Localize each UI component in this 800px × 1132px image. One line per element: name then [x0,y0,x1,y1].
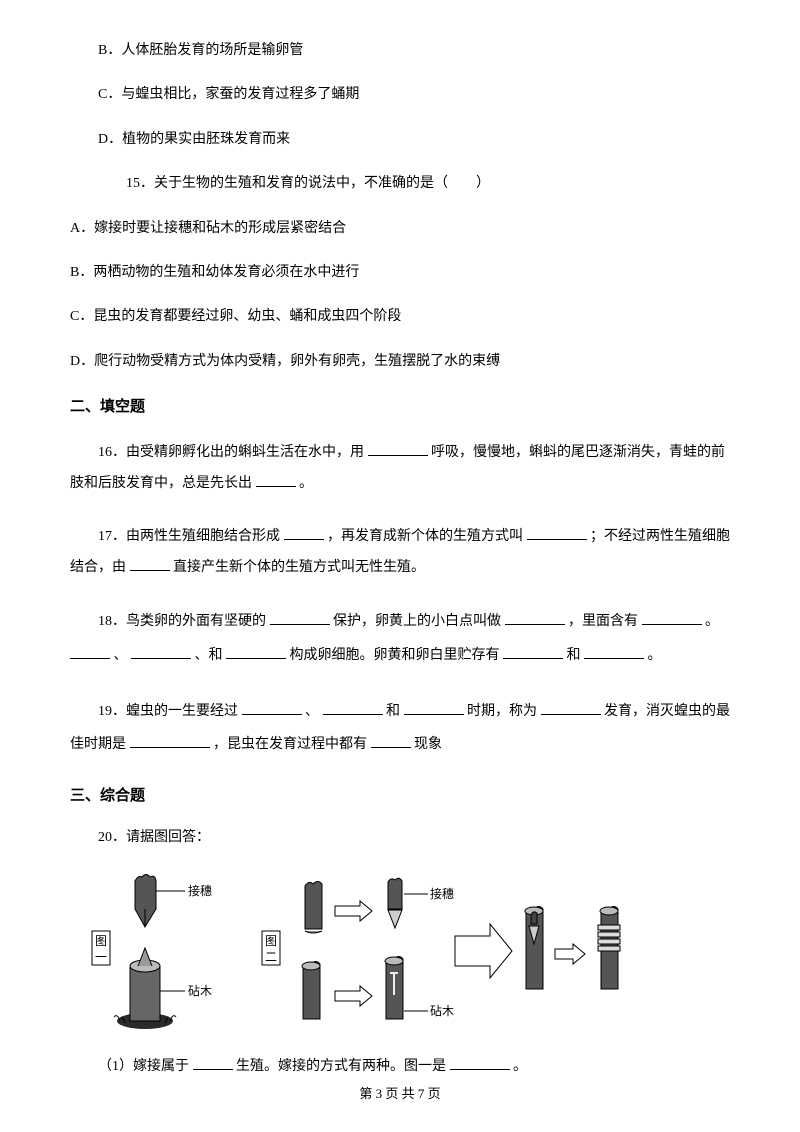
svg-text:一: 一 [95,950,107,964]
q20-sub1: （1）嫁接属于 生殖。嫁接的方式有两种。图一是 。 [70,1056,730,1078]
figure-1-svg: 图 一 接穗 砧木 [90,871,230,1031]
q16: 16．由受精卵孵化出的蝌蚪生活在水中，用 呼吸，慢慢地，蝌蚪的尾巴逐渐消失，青蛙… [70,438,730,500]
q18: 18．鸟类卵的外面有坚硬的 保护，卵黄上的小白点叫做 ，里面含有 。 、 、和 … [70,605,730,672]
blank[interactable] [270,611,330,625]
q18-d: 。 [705,614,719,629]
blank[interactable] [541,701,601,715]
q19-c: 和 [386,704,400,719]
q18-b: 保护，卵黄上的小白点叫做 [333,614,501,629]
q15-d: D．爬行动物受精方式为体内受精，卵外有卵壳，生殖摆脱了水的束缚 [70,351,730,373]
blank[interactable] [130,557,170,571]
figure-row: 图 一 接穗 砧木 [90,871,730,1031]
figure-2: 图 二 接穗 [260,871,660,1031]
q18-g: 构成卵细胞。卵黄和卵白里贮存有 [290,648,500,663]
q19-d: 时期，称为 [467,704,537,719]
blank[interactable] [70,645,110,659]
blank[interactable] [503,645,563,659]
q20-1a: （1）嫁接属于 [98,1059,189,1074]
q18-a: 18．鸟类卵的外面有坚硬的 [98,614,266,629]
blank[interactable] [284,526,324,540]
q17: 17．由两性生殖细胞结合形成 ，再发育成新个体的生殖方式叫 ；不经过两性生殖细胞… [70,522,730,584]
blank[interactable] [242,701,302,715]
q19: 19．蝗虫的一生要经过 、 和 时期，称为 发育，消灭蝗虫的最佳时期是 ，昆虫在… [70,695,730,762]
blank[interactable] [527,526,587,540]
blank[interactable] [323,701,383,715]
blank[interactable] [642,611,702,625]
blank[interactable] [226,645,286,659]
svg-text:二: 二 [265,950,277,964]
q16-a: 16．由受精卵孵化出的蝌蚪生活在水中，用 [98,445,364,460]
q18-f: 、和 [195,648,223,663]
q15-c: C．昆虫的发育都要经过卵、幼虫、蛹和成虫四个阶段 [70,306,730,328]
svg-text:砧木: 砧木 [188,984,212,998]
blank[interactable] [404,701,464,715]
blank[interactable] [450,1056,510,1070]
q16-c: 。 [299,476,313,491]
figure-2-svg: 图 二 接穗 [260,871,660,1031]
q19-g: 现象 [414,737,442,752]
q17-b: ，再发育成新个体的生殖方式叫 [327,529,523,544]
blank[interactable] [368,442,428,456]
q18-e: 、 [114,648,128,663]
q17-a: 17．由两性生殖细胞结合形成 [98,529,280,544]
q18-c: ，里面含有 [568,614,638,629]
blank[interactable] [505,611,565,625]
q18-i: 。 [648,648,662,663]
q15-a: A．嫁接时要让接穗和砧木的形成层紧密结合 [70,218,730,240]
option-b: B．人体胚胎发育的场所是输卵管 [70,40,730,62]
q20-1b: 生殖。嫁接的方式有两种。图一是 [236,1059,446,1074]
q15-b: B．两栖动物的生殖和幼体发育必须在水中进行 [70,262,730,284]
blank[interactable] [130,734,210,748]
svg-text:砧木: 砧木 [430,1004,454,1018]
svg-text:接穗: 接穗 [430,886,454,901]
q18-h: 和 [567,648,581,663]
q19-f: ，昆虫在发育过程中都有 [213,737,367,752]
q20-1c: 。 [513,1059,527,1074]
svg-text:图: 图 [265,934,277,948]
q17-d: 直接产生新个体的生殖方式叫无性生殖。 [173,560,425,575]
blank[interactable] [193,1056,233,1070]
figure-1: 图 一 接穗 砧木 [90,871,230,1031]
svg-text:接穗: 接穗 [188,883,212,898]
section-2-title: 二、填空题 [70,395,730,416]
section-3-title: 三、综合题 [70,784,730,805]
q19-b: 、 [305,704,319,719]
blank[interactable] [584,645,644,659]
page-footer: 第 3 页 共 7 页 [0,1083,800,1102]
blank[interactable] [131,645,191,659]
svg-text:图: 图 [95,934,107,948]
q20-stem: 20．请据图回答： [70,827,730,849]
blank[interactable] [256,473,296,487]
option-d: D．植物的果实由胚珠发育而来 [70,129,730,151]
option-c: C．与蝗虫相比，家蚕的发育过程多了蛹期 [70,84,730,106]
q19-a: 19．蝗虫的一生要经过 [98,704,238,719]
q15-stem: 15．关于生物的生殖和发育的说法中，不准确的是（ ） [70,173,730,195]
blank[interactable] [371,734,411,748]
